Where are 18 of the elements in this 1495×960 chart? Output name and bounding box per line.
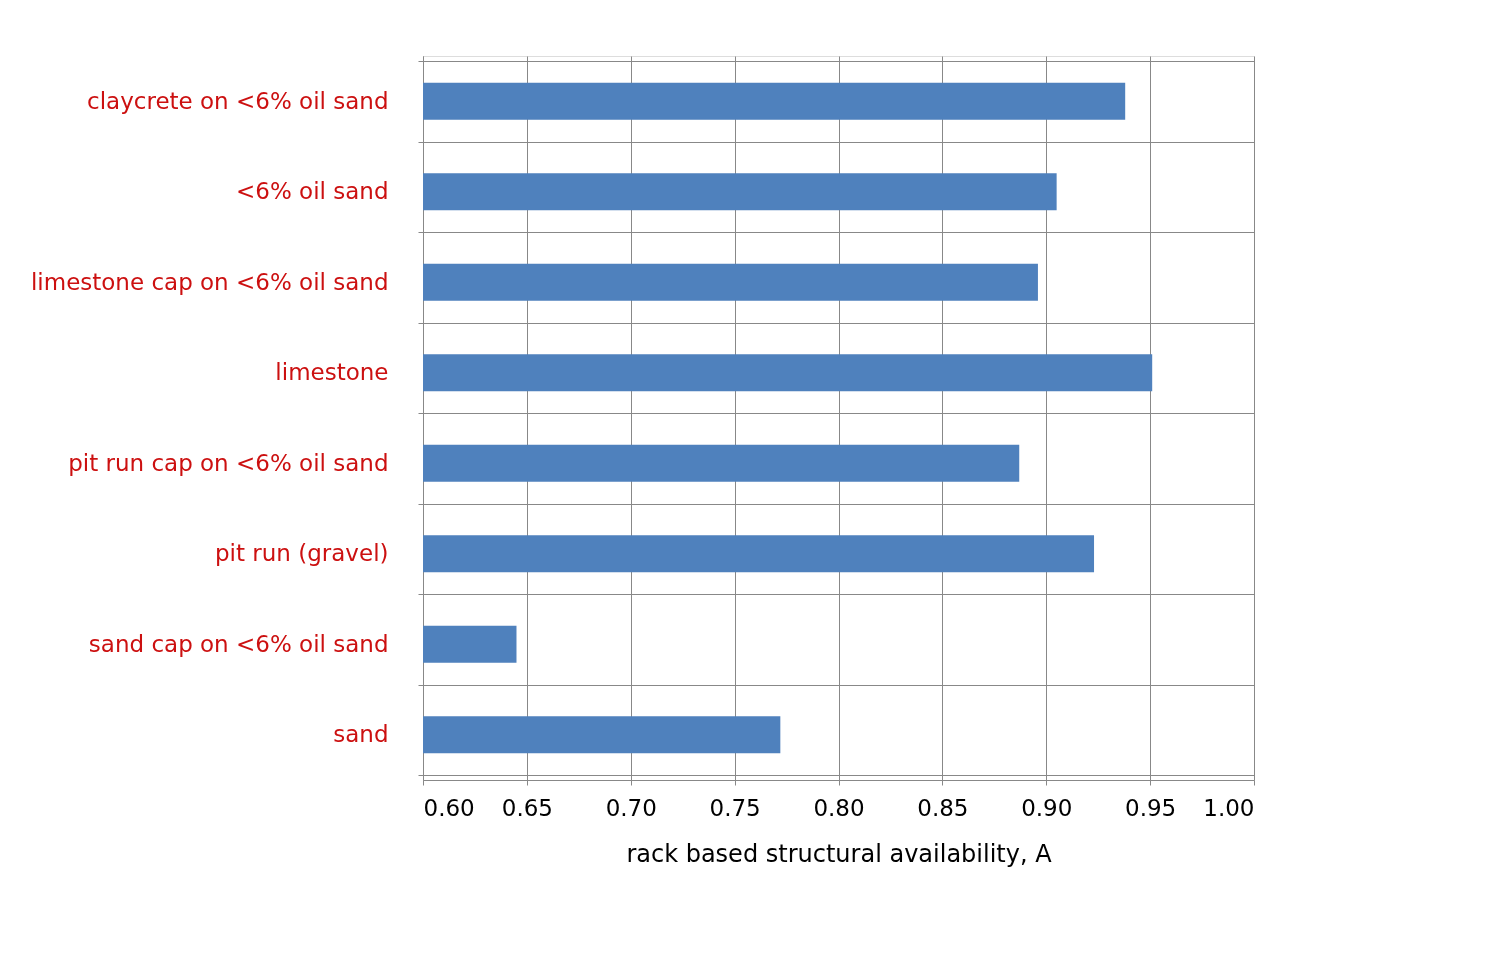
y-tick-label: pit run cap on <6% oil sand — [68, 449, 389, 476]
y-tick-label: <6% oil sand — [236, 178, 389, 205]
y-tick-label: pit run (gravel) — [215, 540, 389, 567]
y-tick-label: limestone cap on <6% oil sand — [30, 268, 389, 295]
y-tick-label: limestone — [275, 359, 389, 386]
x-tick-label: 0.65 — [501, 794, 553, 821]
y-tick-label: sand cap on <6% oil sand — [88, 630, 389, 657]
x-tick-label: 0.60 — [423, 794, 475, 821]
y-tick-label: claycrete on <6% oil sand — [87, 87, 389, 114]
x-tick-label: 1.00 — [1203, 794, 1255, 821]
x-tick-label: 0.80 — [813, 794, 865, 821]
x-axis-title: rack based structural availability, A — [626, 839, 1053, 868]
x-tick-label: 0.75 — [709, 794, 761, 821]
x-tick-label: 0.70 — [605, 794, 657, 821]
y-tick-label: sand — [333, 721, 389, 748]
x-tick-label: 0.90 — [1021, 794, 1073, 821]
x-tick-label: 0.95 — [1125, 794, 1177, 821]
x-tick-label: 0.85 — [917, 794, 969, 821]
